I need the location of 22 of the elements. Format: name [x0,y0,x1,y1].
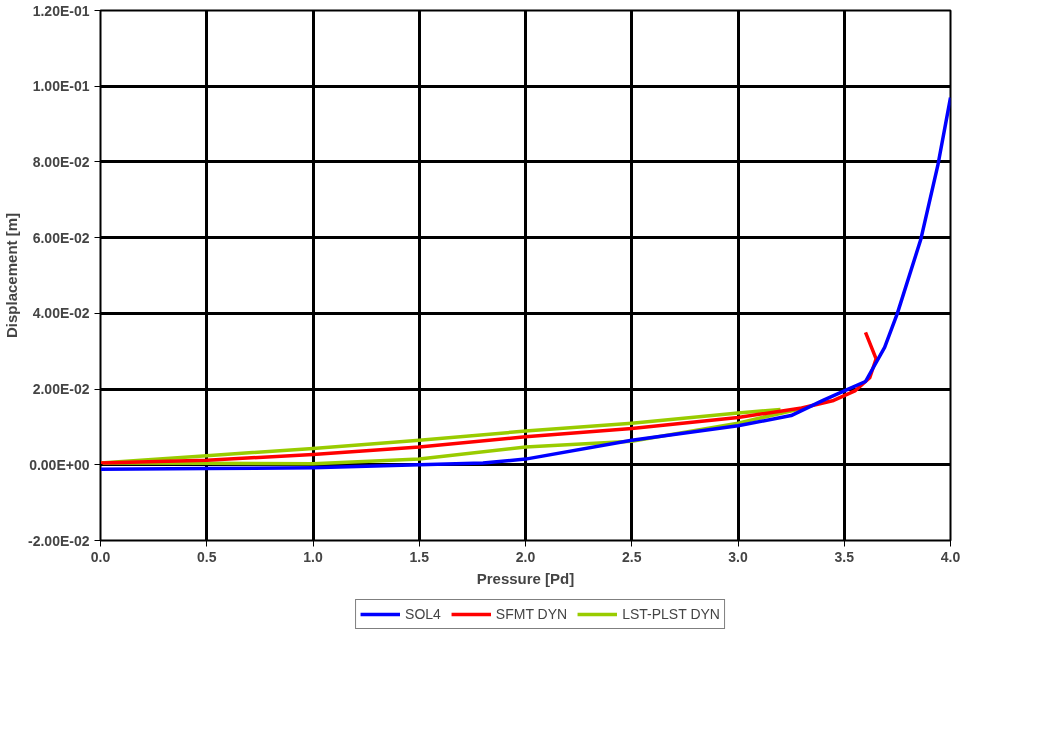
y-tick-label: 0.00E+00 [29,456,90,473]
x-tick-label: 2.5 [622,548,642,565]
x-tick-label: 2.0 [515,548,536,565]
x-tick-label: 0.0 [90,548,111,565]
x-tick-label: 3.0 [728,548,748,565]
y-tick-label: 1.20E-01 [32,2,90,19]
x-axis-title: Pressure [Pd] [476,569,575,587]
legend-label: SOL4 [405,606,441,622]
x-tick-label: 1.0 [303,548,323,565]
legend-label: LST-PLST DYN [622,606,720,622]
y-tick-label: -2.00E-02 [28,532,90,549]
y-tick-label: 1.00E-01 [32,78,90,95]
y-tick-label: 2.00E-02 [32,381,90,398]
y-tick-label: 8.00E-02 [32,153,90,170]
y-tick-label: 6.00E-02 [32,229,90,246]
x-tick-label: 4.0 [940,548,961,565]
x-tick-label: 0.5 [197,548,217,565]
legend-label: SFMT DYN [495,606,568,622]
y-tick-label: 4.00E-02 [32,305,90,322]
x-tick-label: 3.5 [834,548,855,565]
y-axis-title: Displacement [m] [3,212,21,339]
x-tick-label: 1.5 [409,548,430,565]
